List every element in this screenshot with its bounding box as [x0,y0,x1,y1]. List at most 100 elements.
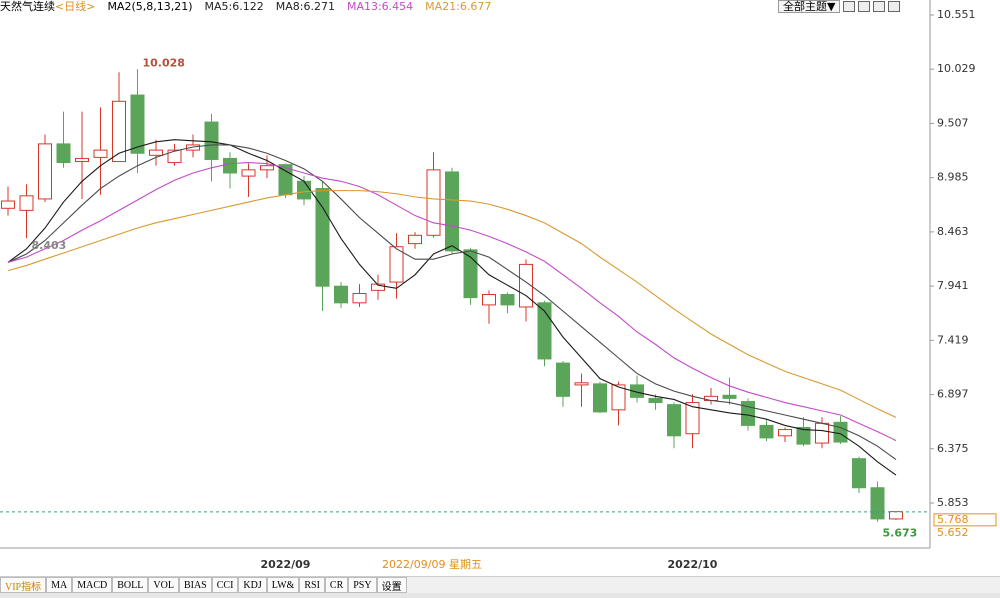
candle-body [722,394,737,399]
candle-body [426,169,441,236]
ma-line [7,190,897,418]
candle-body [75,157,89,163]
candle-body [815,422,829,444]
candle-body [852,458,866,489]
title: 天然气连续 [0,0,55,13]
candle-body [593,383,607,413]
ma-line [7,162,897,442]
tab[interactable]: BOLL [112,577,149,593]
ma-line [7,144,897,461]
price-label: 5.652 [937,526,969,539]
candle-body [463,249,478,299]
tab[interactable]: KDJ [238,577,267,593]
tab[interactable]: PSY [348,577,377,593]
legend-entry: MA21:6.677 [425,0,492,13]
candle-body [796,426,811,445]
candle-body [445,171,459,252]
indicator-tabs: VIP指标 MA MACD BOLL VOL BIAS CCI KDJ LW& RSI CR PSY 设… [0,576,1000,593]
y-tick-label: 7.419 [937,333,969,346]
candle-body [112,100,126,163]
y-tick-label: 10.029 [937,62,976,75]
candle-body [667,404,681,437]
tab[interactable]: 设置 [376,577,407,593]
candle-body [556,362,570,397]
candle-body [408,234,422,245]
candle-body [130,94,145,154]
indicator: MA2(5,8,13,21) [107,0,193,13]
candle-body [315,188,330,287]
candle-body [889,511,903,520]
candle-body [685,402,700,435]
candle-body [611,384,626,411]
theme-button[interactable]: 全部主题▼ [778,0,841,13]
price-label: 5.768 [937,513,969,526]
candle-body [870,487,885,520]
candle-body [648,397,663,404]
candle-body [574,382,589,386]
candle-body [352,292,367,304]
header: 天然气连续<日线> MA2(5,8,13,21) MA5:6.122 MA8:6.… [0,0,491,14]
y-tick-label: 10.551 [937,8,976,21]
candle-body [167,149,182,164]
tab[interactable]: MA [46,577,73,593]
low-label: 8.403 [32,239,67,252]
candle-body [833,421,848,443]
icon-button[interactable] [843,1,856,12]
tab[interactable]: BIAS [178,577,212,593]
x-tick-label: 2022/10 [668,558,718,571]
tab[interactable]: CCI [211,577,239,593]
candle-body [519,263,533,308]
x-tick-label: 2022/09 [261,558,311,571]
tab[interactable]: LW& [266,577,300,593]
candle-body [334,285,348,304]
candle-body [630,384,644,398]
candle-body [223,157,237,174]
candle-body [149,149,163,156]
candle-body [778,429,792,437]
tab[interactable]: CR [324,577,349,593]
instrument: 天然气连续<日线> [0,0,95,14]
icon-button[interactable] [873,1,886,12]
cursor-date: 2022/09/09 星期五 [382,558,482,571]
y-tick-label: 6.375 [937,442,969,455]
tab[interactable]: RSI [299,577,325,593]
candle-body [56,143,71,164]
candle-body [759,424,774,439]
candle-body [19,195,34,211]
high-label: 10.028 [143,56,185,69]
period[interactable]: <日线> [55,0,96,13]
ma-line [7,139,897,476]
tab[interactable]: MACD [72,577,113,593]
price-box [933,513,997,527]
candle-body [241,169,256,177]
candle-body [260,165,274,171]
candle-body [38,143,52,200]
icon-button[interactable] [888,1,901,12]
y-tick-label: 7.941 [937,279,969,292]
y-tick-label: 6.897 [937,388,969,401]
y-tick-label: 5.853 [937,496,969,509]
tab[interactable]: VOL [148,577,179,593]
candle-body [1,200,15,209]
legend-entry: MA13:6.454 [346,0,414,13]
y-tick-label: 9.507 [937,116,969,129]
candle-body [482,294,496,306]
candle-body [537,302,552,360]
icon-button[interactable] [858,1,871,12]
legend-entry: MA5:6.122 [204,0,264,13]
candle-body [389,246,404,283]
candle-body [297,180,311,200]
candle-body [93,149,108,158]
y-tick-label: 8.463 [937,225,969,238]
toolbar: 全部主题▼ [778,0,901,13]
scrollbar[interactable] [0,593,1000,598]
legend-entry: MA8:6.271 [275,0,335,13]
tab[interactable]: VIP指标 [0,577,47,593]
candle-body [500,294,515,306]
low-label: 5.673 [883,527,918,540]
candle-body [204,121,219,160]
candle-body [741,401,755,426]
candle-body [371,283,385,291]
